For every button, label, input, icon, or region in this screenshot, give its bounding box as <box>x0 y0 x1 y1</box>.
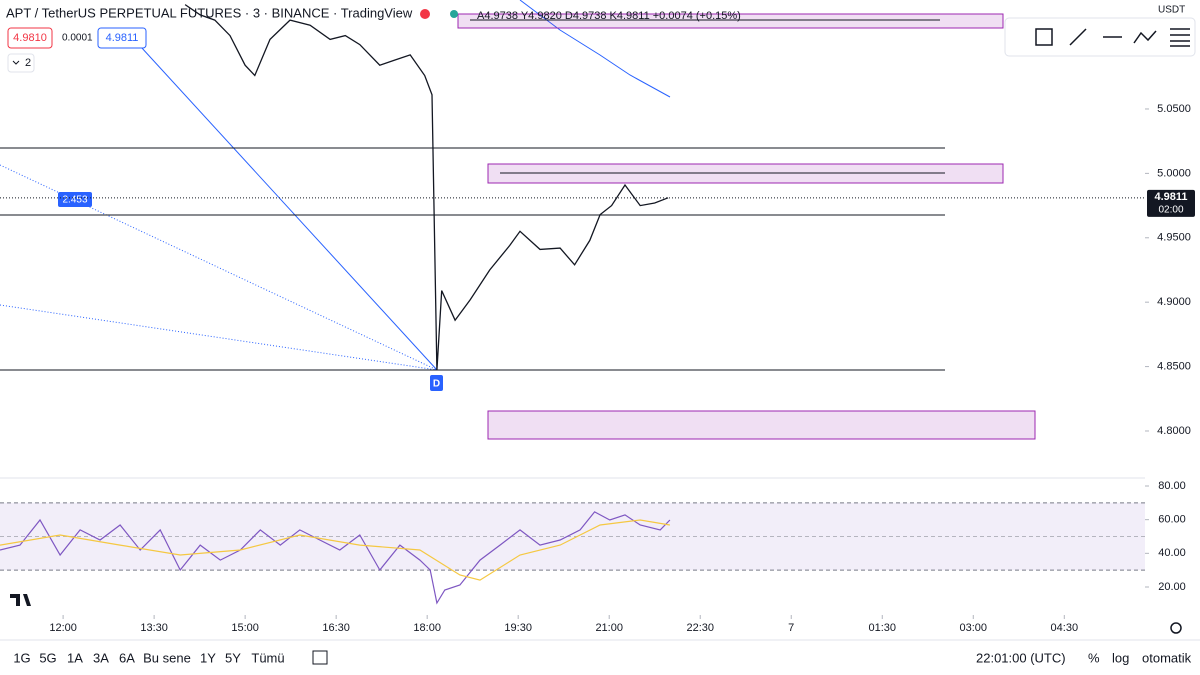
date-range-icon[interactable] <box>312 650 328 665</box>
trend-tool[interactable] <box>1069 28 1087 46</box>
ohlc: A4.9738 Y4.9820 D4.9738 K4.9811 +0.0074 … <box>477 10 741 22</box>
y-tick-label: 4.8500 <box>1157 360 1191 372</box>
x-tick-label: 22:30 <box>686 622 714 634</box>
collapse-box[interactable] <box>7 53 35 73</box>
rsi-pane <box>0 502 1145 605</box>
rsi-tick-label: 40.00 <box>1158 547 1186 559</box>
status-dot <box>450 10 458 18</box>
fib-tool[interactable] <box>1170 28 1190 47</box>
drawing-toolbar <box>1004 17 1196 57</box>
x-tick-label: 03:00 <box>960 622 988 634</box>
x-tick-label: 19:30 <box>504 622 532 634</box>
drawings <box>0 0 1036 440</box>
fan-label: 2.453 <box>62 195 87 206</box>
bid: 4.9810 <box>13 32 47 44</box>
indicator-line <box>0 511 671 605</box>
marker-box <box>430 375 443 391</box>
range-button[interactable]: 5G <box>39 650 56 665</box>
y-tick-label: 4.8000 <box>1157 425 1191 437</box>
price-line <box>184 4 669 371</box>
y-tick-label: 5.0000 <box>1157 167 1191 179</box>
fan-line <box>0 164 438 371</box>
price-tag-value: 4.9811 <box>1154 191 1187 203</box>
x-tick-label: 01:30 <box>868 622 896 634</box>
ask: 4.9811 <box>106 32 139 44</box>
settings-icon[interactable] <box>1170 622 1182 634</box>
x-tick-label: 13:30 <box>140 622 168 634</box>
y-tick-label: 4.9500 <box>1157 232 1191 244</box>
x-tick-label: 7 <box>788 622 794 634</box>
x-tick-label: 15:00 <box>231 622 259 634</box>
fan-label-box <box>58 192 92 207</box>
indicator-line <box>0 519 670 581</box>
range-button[interactable]: 1Y <box>200 650 216 665</box>
zone <box>457 13 1004 29</box>
range-button[interactable]: 6A <box>119 650 135 665</box>
marker: D <box>433 379 440 390</box>
rsi-tick-label: 80.00 <box>1158 480 1186 492</box>
range-button[interactable]: 3A <box>93 650 109 665</box>
range-button[interactable]: 1G <box>13 650 30 665</box>
price-pane <box>184 4 669 371</box>
y-tick-label: 5.0500 <box>1157 103 1191 115</box>
range-button[interactable]: 1A <box>67 650 83 665</box>
percent-toggle[interactable]: % <box>1088 650 1100 665</box>
ask-box[interactable] <box>97 27 147 49</box>
chevron <box>12 60 20 65</box>
rect-tool[interactable] <box>1035 28 1053 46</box>
currency: USDT <box>1158 5 1185 16</box>
path-tool[interactable] <box>1133 30 1157 44</box>
log-toggle[interactable]: log <box>1112 650 1129 665</box>
auto-toggle[interactable]: otomatik <box>1142 650 1192 665</box>
x-tick-label: 12:00 <box>49 622 77 634</box>
price-tag-countdown: 02:00 <box>1158 204 1183 215</box>
range-button[interactable]: Bu sene <box>143 650 191 665</box>
x-tick-label: 04:30 <box>1051 622 1079 634</box>
symbol-title: APT / TetherUS PERPETUAL FUTURES · 3 · B… <box>6 5 413 20</box>
price-tag <box>1147 189 1195 217</box>
range-button[interactable]: 5Y <box>225 650 241 665</box>
fan-line <box>129 34 438 371</box>
x-tick-label: 21:00 <box>595 622 623 634</box>
logo <box>10 594 31 606</box>
rsi-tick-label: 60.00 <box>1158 514 1186 526</box>
toolbar-icons <box>1035 28 1190 47</box>
clock: 22:01:00 (UTC) <box>976 650 1066 665</box>
spread: 0.0001 <box>62 33 93 44</box>
y-tick-label: 4.9000 <box>1157 296 1191 308</box>
rsi-tick-label: 20.00 <box>1158 581 1186 593</box>
bid-box[interactable] <box>7 27 53 49</box>
x-tick-label: 16:30 <box>322 622 350 634</box>
range-button[interactable]: Tümü <box>251 650 284 665</box>
collapse: 2 <box>25 57 31 69</box>
x-tick-label: 18:00 <box>413 622 441 634</box>
zone <box>487 410 1036 440</box>
alert-icon <box>420 9 430 19</box>
